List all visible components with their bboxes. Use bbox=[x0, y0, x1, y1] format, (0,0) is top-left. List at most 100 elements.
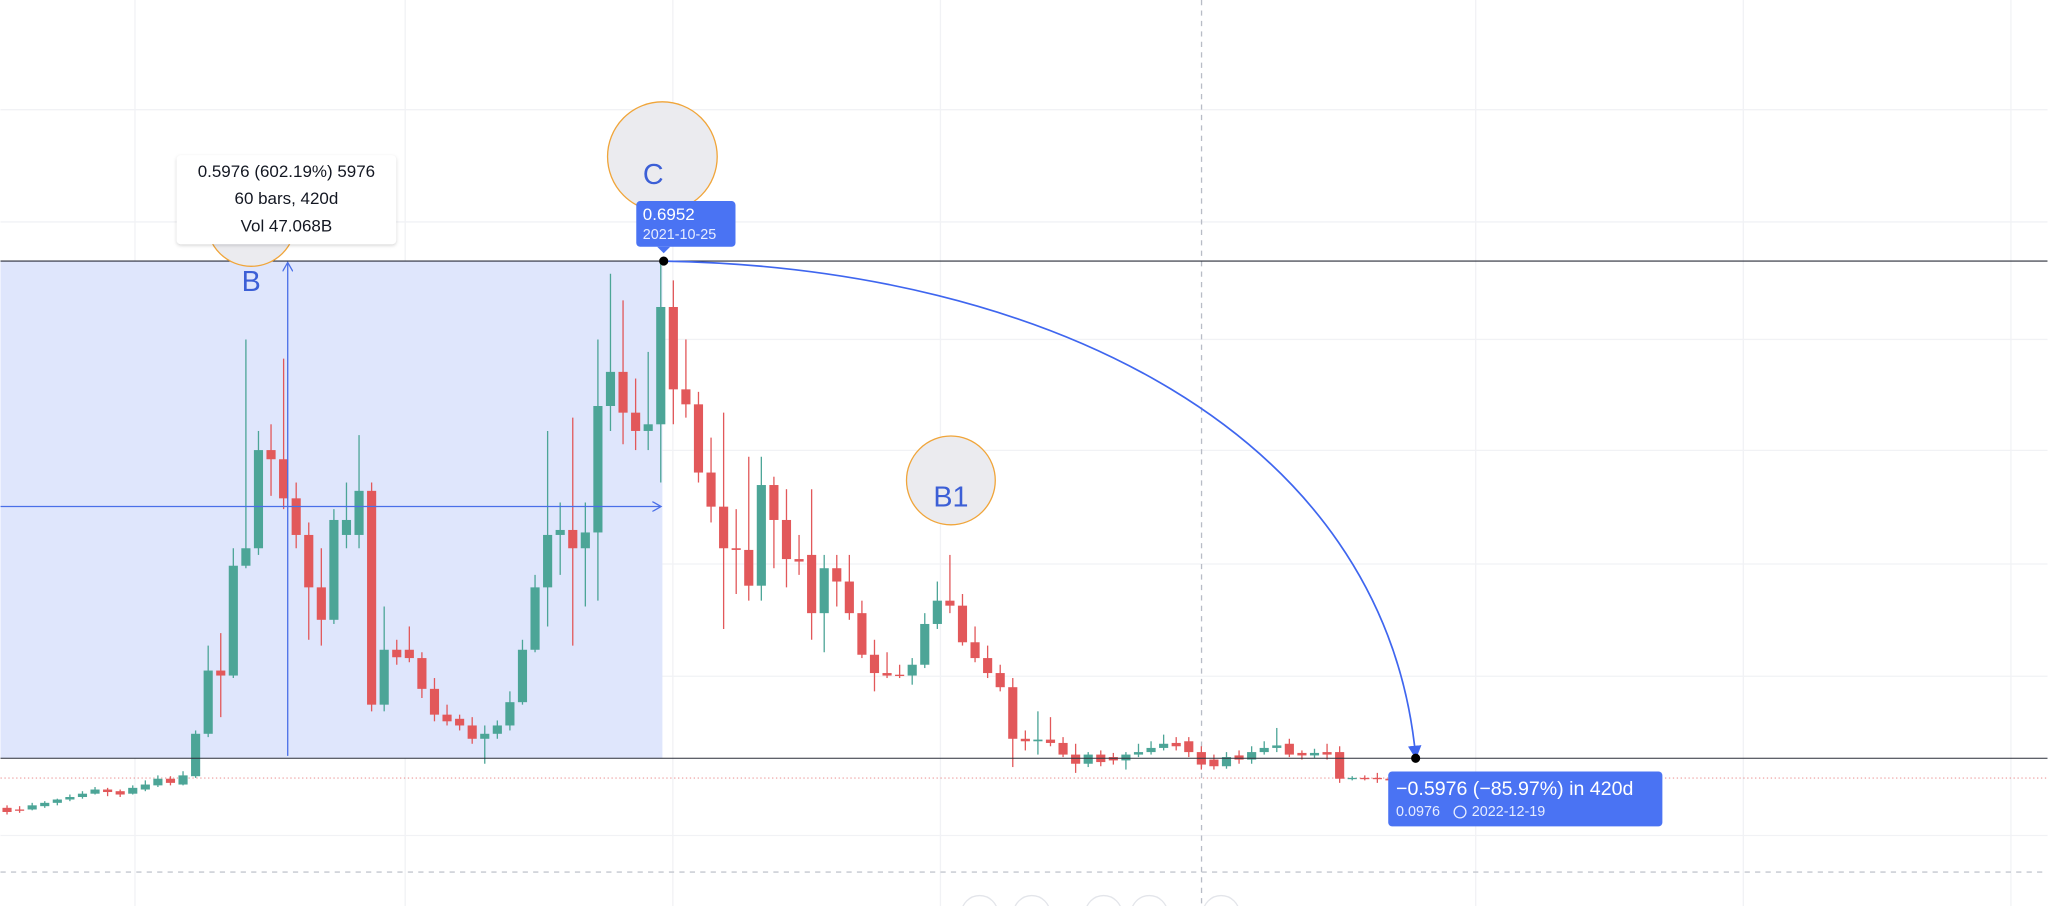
candle-body bbox=[555, 529, 565, 535]
candle-body bbox=[719, 506, 729, 549]
toolbar-button[interactable] bbox=[1085, 894, 1122, 906]
candle-body bbox=[65, 797, 75, 800]
candle-body bbox=[1159, 743, 1169, 748]
label-b1: B1 bbox=[933, 481, 968, 513]
candle-body bbox=[1058, 742, 1068, 755]
candle-body bbox=[781, 519, 792, 560]
toolbar-button[interactable] bbox=[1131, 894, 1168, 906]
candles bbox=[2, 261, 1395, 815]
candle-body bbox=[869, 654, 880, 674]
toolbar-button[interactable] bbox=[1203, 894, 1240, 906]
candle-body bbox=[857, 613, 867, 655]
candle-body bbox=[392, 649, 402, 658]
candle-body bbox=[769, 485, 779, 520]
peak-box bbox=[636, 201, 736, 247]
candle-body bbox=[530, 587, 540, 650]
candle-body bbox=[279, 459, 289, 499]
candle-body bbox=[970, 642, 980, 659]
candle-body bbox=[844, 581, 854, 614]
label-c: C bbox=[643, 159, 664, 191]
candle-body bbox=[103, 789, 113, 793]
candle-body bbox=[304, 534, 314, 588]
drop-text: −0.5976 (−85.97%) in 420d bbox=[1396, 778, 1633, 800]
candle-body bbox=[228, 565, 238, 676]
candle-body bbox=[178, 775, 188, 785]
candle-body bbox=[455, 718, 465, 726]
clock-icon bbox=[1453, 805, 1467, 819]
candle-body bbox=[1184, 741, 1194, 753]
candle-body bbox=[668, 306, 678, 390]
candle-body bbox=[1234, 755, 1244, 760]
candle-body bbox=[882, 673, 892, 676]
label-circle bbox=[606, 101, 718, 213]
tooltip-box bbox=[176, 155, 397, 245]
candle-body bbox=[832, 568, 842, 582]
levels bbox=[0, 260, 2048, 759]
candle-body bbox=[203, 670, 213, 734]
candle-body bbox=[1083, 754, 1093, 764]
candle-body bbox=[1335, 752, 1345, 779]
candle-body bbox=[367, 490, 377, 705]
candle-body bbox=[932, 600, 942, 624]
candle-body bbox=[341, 519, 352, 535]
candle-body bbox=[52, 799, 62, 803]
candle-body bbox=[27, 805, 37, 810]
candle-body bbox=[1209, 759, 1219, 767]
candle-body bbox=[706, 472, 716, 507]
candle-body bbox=[216, 670, 226, 676]
candle-body bbox=[429, 688, 440, 715]
candle-body bbox=[1309, 752, 1320, 756]
tooltip-line: 0.5976 (602.19%) 5976 bbox=[198, 162, 375, 181]
candle-body bbox=[1121, 754, 1131, 761]
candle-body bbox=[1322, 752, 1332, 755]
candle-body bbox=[744, 549, 754, 586]
toolbar-button[interactable] bbox=[1014, 894, 1051, 906]
candle-body bbox=[1221, 757, 1232, 767]
candle-body bbox=[907, 664, 917, 676]
candle-body bbox=[1171, 742, 1181, 747]
candle-body bbox=[895, 674, 905, 677]
candle-body bbox=[153, 778, 163, 786]
candle-body bbox=[957, 605, 968, 643]
label-circle bbox=[905, 435, 996, 526]
candle-body bbox=[253, 450, 264, 549]
peak-point bbox=[659, 256, 669, 266]
candle-body bbox=[1360, 777, 1370, 780]
drop-date: 2022-12-19 bbox=[1472, 804, 1545, 820]
candle-body bbox=[15, 809, 25, 811]
candle-body bbox=[593, 405, 603, 533]
candle-body bbox=[191, 733, 201, 777]
drop-price: 0.0976 bbox=[1396, 804, 1440, 820]
candle-body bbox=[1284, 743, 1294, 755]
candle-body bbox=[1033, 739, 1043, 742]
candle-body bbox=[643, 424, 653, 431]
candle-body bbox=[618, 371, 628, 413]
drop-label: −0.5976 (−85.97%) in 420d 0.0976 2022-12… bbox=[1388, 771, 1663, 827]
candle-body bbox=[316, 587, 326, 620]
drop-arc bbox=[663, 260, 1422, 760]
candle-body bbox=[40, 802, 50, 807]
measure-tooltip: 0.5976 (602.19%) 5976 60 bars, 420d Vol … bbox=[176, 155, 397, 245]
candle-body bbox=[115, 791, 125, 795]
label-b: B bbox=[242, 266, 261, 298]
candle-body bbox=[480, 733, 490, 739]
candle-body bbox=[90, 789, 100, 794]
candle-body bbox=[568, 529, 578, 549]
tooltip-line: 60 bars, 420d bbox=[235, 189, 339, 208]
candle-body bbox=[807, 554, 817, 614]
toolbar-button[interactable] bbox=[961, 894, 998, 906]
candle-body bbox=[1071, 754, 1081, 764]
candle-body bbox=[1020, 738, 1030, 742]
candle-body bbox=[329, 519, 339, 620]
toolbar bbox=[961, 894, 1240, 906]
candle-body bbox=[1272, 745, 1282, 748]
candle-body bbox=[631, 412, 641, 431]
candle-body bbox=[756, 485, 766, 586]
peak-price: 0.6952 bbox=[643, 205, 695, 224]
candle-body bbox=[543, 534, 553, 588]
peak-pointer bbox=[657, 246, 671, 254]
candle-body bbox=[77, 793, 88, 798]
candle-body bbox=[442, 714, 452, 722]
